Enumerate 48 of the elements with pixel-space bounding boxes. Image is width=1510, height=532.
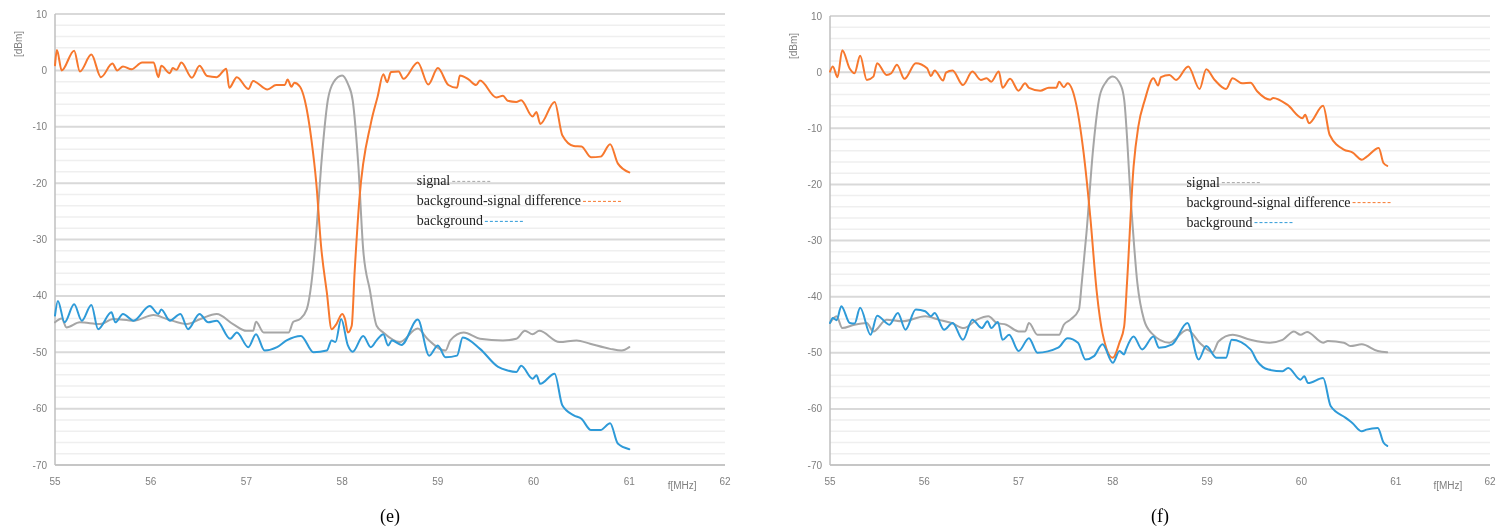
x-tick-label: 62	[1484, 476, 1496, 487]
y-tick-label: -50	[32, 346, 48, 358]
y-tick-label: -60	[807, 403, 823, 415]
x-tick-label: 61	[1390, 476, 1402, 487]
y-tick-label: -40	[32, 290, 48, 302]
y-tick-label: -60	[32, 403, 48, 415]
x-tick-label: 59	[1201, 476, 1214, 487]
x-tick-label: 57	[1013, 476, 1025, 487]
legend-label: background-signal difference	[416, 193, 581, 209]
y-tick-label: -30	[32, 234, 48, 245]
x-tick-label: 62	[719, 476, 731, 487]
y-tick-label: -70	[807, 459, 823, 471]
x-tick-label: 57	[240, 476, 253, 487]
line-series	[829, 305, 1389, 447]
x-tick-label: 59	[432, 476, 444, 487]
x-axis-title: f[MHz]	[667, 480, 697, 491]
x-tick-label: 60	[528, 476, 540, 487]
x-tick-label: 58	[336, 476, 349, 487]
y-tick-label: -50	[807, 347, 823, 359]
y-tick-label: 10	[35, 8, 48, 20]
legend-label: signal	[416, 173, 451, 189]
y-tick-label: 0	[816, 66, 823, 78]
legend-label: background	[416, 213, 483, 229]
y-tick-label: 0	[41, 64, 48, 76]
y-tick-label: -20	[807, 178, 823, 190]
x-tick-label: 56	[918, 476, 931, 487]
text: (f)	[1151, 506, 1169, 527]
y-tick-label: -70	[32, 459, 48, 471]
y-axis-title: [dBm]	[788, 32, 799, 60]
y-tick-label: -10	[32, 121, 48, 133]
text: (e)	[380, 506, 400, 527]
x-tick-label: 61	[623, 476, 636, 487]
y-tick-label: -10	[807, 122, 823, 134]
x-tick-label: 55	[49, 476, 61, 487]
legend-label: signal	[1186, 174, 1220, 190]
x-tick-label: 60	[1295, 476, 1308, 487]
x-axis-title: f[MHz]	[1433, 480, 1463, 491]
y-tick-label: -30	[807, 235, 823, 246]
y-tick-label: -40	[807, 291, 823, 303]
line-series	[54, 299, 631, 451]
x-tick-label: 58	[1107, 476, 1119, 487]
legend-label: background-signal difference	[1186, 194, 1351, 210]
x-tick-label: 56	[145, 476, 157, 487]
legend-label: background	[1186, 214, 1253, 230]
y-axis-title: [dBm]	[13, 30, 24, 58]
y-tick-label: 10	[810, 10, 823, 22]
y-tick-label: -20	[32, 177, 48, 189]
x-tick-label: 55	[824, 476, 836, 487]
